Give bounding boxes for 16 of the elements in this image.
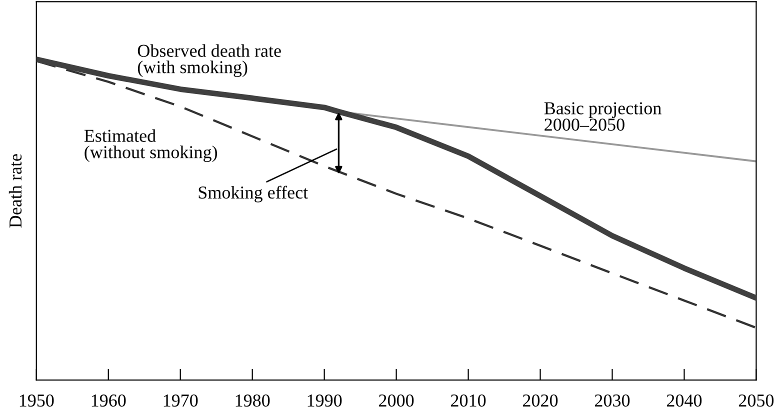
series-label: Estimated (without smoking) (84, 129, 217, 162)
x-tick-label: 2050 (738, 394, 774, 407)
x-tick-label: 1970 (164, 394, 198, 407)
x-tick-label: 2030 (594, 394, 630, 407)
x-tick-label: 1960 (92, 394, 126, 407)
series-label: Basic projection 2000–2050 (544, 102, 662, 131)
x-tick-label: 1950 (20, 394, 54, 407)
x-tick-label: 2040 (666, 394, 702, 407)
x-tick-label: 1980 (236, 394, 270, 407)
x-tick-label: 2010 (451, 394, 486, 407)
y-axis-title: Death rate (8, 154, 22, 228)
x-tick-label: 2000 (379, 394, 414, 407)
annotation: Smoking effect (198, 186, 308, 202)
x-tick-label: 2020 (522, 394, 558, 407)
series-label: Observed death rate (with smoking) (138, 44, 281, 78)
x-tick-label: 1990 (308, 394, 342, 407)
